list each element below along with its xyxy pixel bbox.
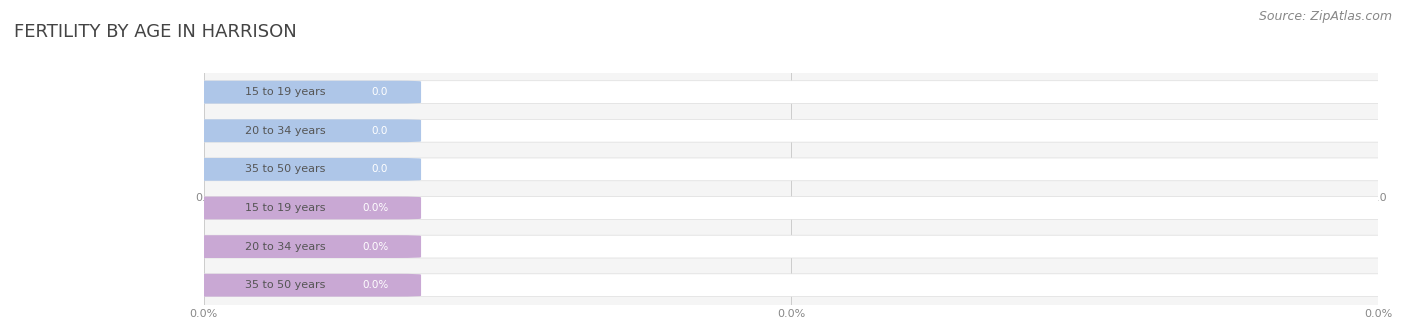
- Text: 0.0: 0.0: [371, 87, 388, 97]
- FancyBboxPatch shape: [180, 158, 1402, 181]
- Text: 20 to 34 years: 20 to 34 years: [245, 126, 326, 136]
- FancyBboxPatch shape: [180, 197, 420, 219]
- FancyBboxPatch shape: [180, 158, 420, 181]
- Text: 0.0: 0.0: [371, 165, 388, 174]
- FancyBboxPatch shape: [180, 235, 420, 258]
- Text: 0.0: 0.0: [371, 126, 388, 136]
- Text: 0.0%: 0.0%: [361, 242, 388, 252]
- FancyBboxPatch shape: [180, 274, 420, 297]
- FancyBboxPatch shape: [180, 119, 420, 142]
- Text: 35 to 50 years: 35 to 50 years: [245, 280, 325, 290]
- FancyBboxPatch shape: [180, 81, 1402, 104]
- FancyBboxPatch shape: [180, 197, 1402, 219]
- FancyBboxPatch shape: [180, 274, 1402, 297]
- Text: Source: ZipAtlas.com: Source: ZipAtlas.com: [1258, 10, 1392, 23]
- Text: 15 to 19 years: 15 to 19 years: [245, 203, 325, 213]
- Text: 15 to 19 years: 15 to 19 years: [245, 87, 325, 97]
- Text: 0.0%: 0.0%: [361, 280, 388, 290]
- FancyBboxPatch shape: [180, 119, 1402, 142]
- Text: 35 to 50 years: 35 to 50 years: [245, 165, 325, 174]
- Text: FERTILITY BY AGE IN HARRISON: FERTILITY BY AGE IN HARRISON: [14, 23, 297, 41]
- FancyBboxPatch shape: [180, 81, 420, 104]
- Text: 0.0%: 0.0%: [361, 203, 388, 213]
- Text: 20 to 34 years: 20 to 34 years: [245, 242, 326, 252]
- FancyBboxPatch shape: [180, 235, 1402, 258]
